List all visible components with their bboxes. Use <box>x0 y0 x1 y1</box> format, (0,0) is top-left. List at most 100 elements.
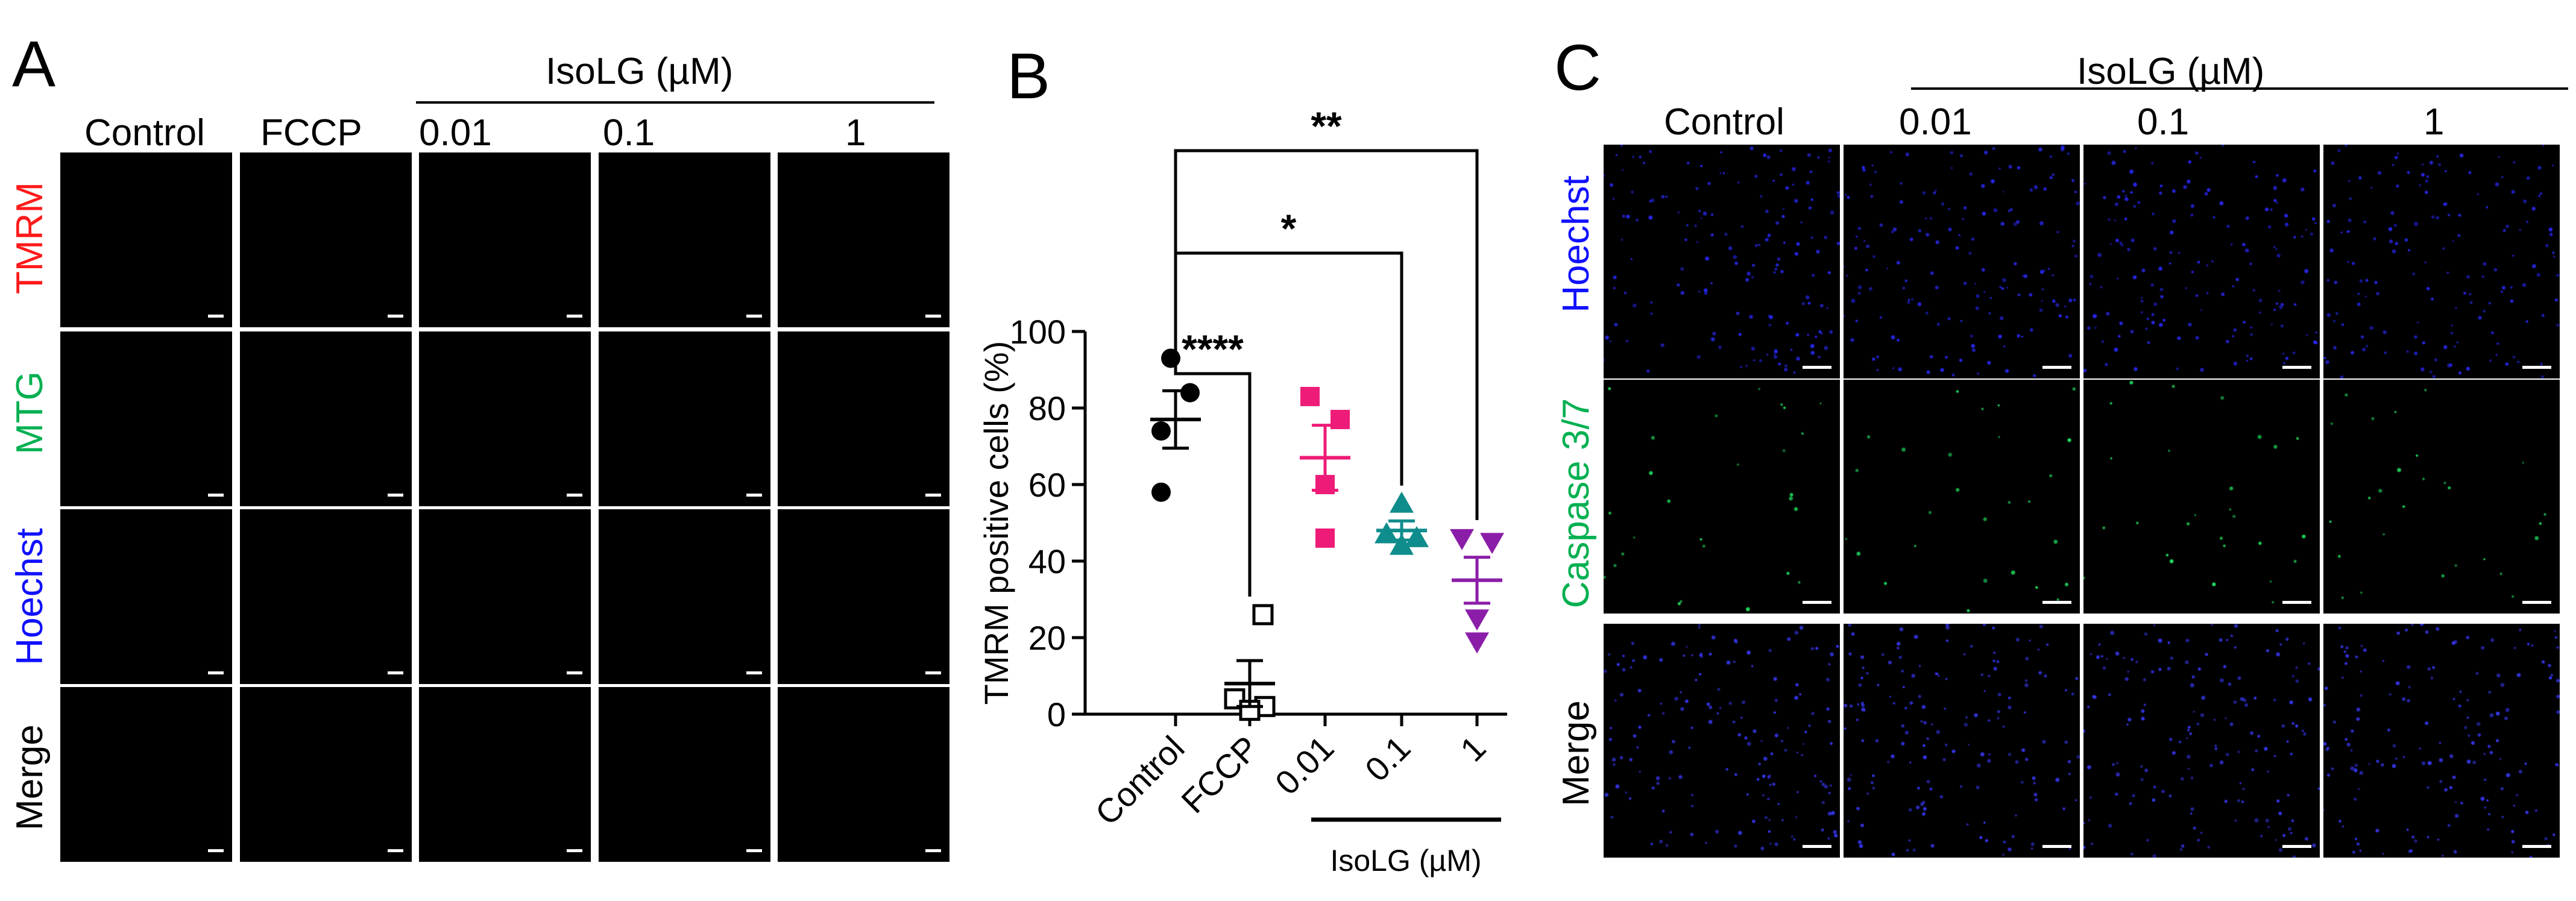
data-point <box>1224 688 1245 710</box>
scale-bar <box>925 849 941 852</box>
panel-a-tile-r2-c0 <box>60 509 232 684</box>
panel-a-tile-r3-c1 <box>240 687 412 862</box>
panel-a-tile-r3-c0 <box>60 687 232 862</box>
panel-c-group-label: IsoLG (µM) <box>2077 51 2265 92</box>
x-tick-label: FCCP <box>1174 729 1265 820</box>
panel-a-col-1: 1 <box>845 112 866 154</box>
scale-bar <box>388 849 403 852</box>
x-tick-label: 0.1 <box>1358 729 1418 789</box>
panel-a-row-mtg: MTG <box>9 371 51 454</box>
panel-c-tile-r0-c2 <box>2083 145 2320 378</box>
scale-bar <box>208 315 224 318</box>
data-point <box>1151 421 1171 441</box>
scale-bar <box>567 849 582 852</box>
y-tick-label: 40 <box>1028 542 1066 580</box>
panel-a-tile-r0-c4 <box>778 152 949 327</box>
panel-a-tile-r2-c3 <box>599 509 770 684</box>
panel-a-col-01: 0.1 <box>603 112 655 154</box>
panel-c-col-1: 1 <box>2423 101 2445 143</box>
scale-bar <box>746 849 762 852</box>
panel-c-tile-r0-c3 <box>2323 145 2560 378</box>
scale-bar <box>2282 601 2311 604</box>
scale-bar <box>925 494 941 497</box>
panel-c-tile-r0-c0 <box>1604 145 1840 378</box>
panel-c-tile-r2-c2 <box>2083 624 2320 858</box>
panel-c-tile-r2-c3 <box>2323 624 2560 858</box>
data-point <box>1405 526 1429 547</box>
scale-bar <box>2522 601 2551 604</box>
panel-a-tile-r0-c1 <box>240 152 412 327</box>
scale-bar <box>1803 366 1831 369</box>
data-point <box>1180 383 1200 403</box>
scale-bar <box>925 315 941 318</box>
scale-bar <box>388 671 403 674</box>
panel-a-col-001: 0.01 <box>419 112 492 154</box>
panel-a-tile-r0-c0 <box>60 152 232 327</box>
panel-a-tile-r0-c3 <box>599 152 770 327</box>
scale-bar <box>746 315 762 318</box>
data-point <box>1465 632 1489 654</box>
data-point <box>1465 609 1489 631</box>
panel-a-tile-r2-c4 <box>778 509 949 684</box>
scale-bar <box>567 315 582 318</box>
y-tick-label: 20 <box>1028 619 1066 657</box>
scale-bar <box>2282 845 2311 848</box>
panel-a-row-tmrm: TMRM <box>9 182 51 294</box>
significance-bracket <box>1174 251 1403 486</box>
panel-a-tile-r1-c4 <box>778 331 949 506</box>
data-point <box>1161 348 1180 368</box>
scale-bar <box>2522 366 2551 369</box>
significance-label: ** <box>1311 104 1342 148</box>
x-tick-label: 1 <box>1453 729 1493 769</box>
panel-a-tile-r3-c4 <box>778 687 949 862</box>
y-axis-label: TMRM positive cells (%) <box>977 341 1015 705</box>
data-point <box>1375 522 1399 544</box>
y-tick-label: 60 <box>1028 466 1066 504</box>
panel-a-letter: A <box>12 27 56 100</box>
x-tick-label: 0.01 <box>1268 729 1341 802</box>
scale-bar <box>1803 845 1831 848</box>
panel-c-tile-r1-c0 <box>1604 380 1840 614</box>
scale-bar <box>208 849 224 852</box>
y-tick-label: 100 <box>1010 313 1066 351</box>
panel-a-col-control: Control <box>84 112 205 154</box>
data-point <box>1480 533 1504 554</box>
data-point <box>1450 529 1474 550</box>
panel-a-tile-r3-c3 <box>599 687 770 862</box>
data-point <box>1390 533 1414 555</box>
scale-bar <box>2522 845 2551 848</box>
scale-bar <box>567 494 582 497</box>
data-point <box>1151 482 1171 502</box>
panel-a-tile-r2-c1 <box>240 509 412 684</box>
significance-bracket <box>1174 335 1252 597</box>
panel-c-col-control: Control <box>1664 101 1784 143</box>
y-tick-label: 0 <box>1047 695 1066 733</box>
panel-c-tile-r2-c0 <box>1604 624 1840 858</box>
panel-c-row-hoechst: Hoechst <box>1555 175 1597 313</box>
scale-bar <box>567 671 582 674</box>
scale-bar <box>746 671 762 674</box>
panel-a-col-fccp: FCCP <box>260 112 362 154</box>
panel-a-row-hoechst: Hoechst <box>9 528 51 665</box>
y-tick-label: 80 <box>1028 389 1066 427</box>
scale-bar <box>925 671 941 674</box>
panel-c-tile-r1-c2 <box>2083 380 2320 614</box>
panel-c-col-001: 0.01 <box>1899 101 1972 143</box>
panel-c-tile-r2-c1 <box>1844 624 2080 858</box>
data-point <box>1300 386 1320 406</box>
panel-a-tile-r0-c2 <box>419 152 591 327</box>
scale-bar <box>746 494 762 497</box>
significance-bracket <box>1174 149 1479 520</box>
scale-bar <box>208 494 224 497</box>
significance-label: * <box>1281 206 1297 251</box>
panel-a-tile-r1-c0 <box>60 331 232 506</box>
panel-a-tile-r2-c2 <box>419 509 591 684</box>
x-tick-label: Control <box>1088 729 1191 832</box>
scale-bar <box>2042 845 2071 848</box>
panel-c-tile-r1-c3 <box>2323 380 2560 614</box>
scale-bar <box>388 315 403 318</box>
scale-bar <box>2042 601 2071 604</box>
x-group-label: IsoLG (µM) <box>1330 844 1481 877</box>
panel-a-group-line <box>416 101 934 104</box>
